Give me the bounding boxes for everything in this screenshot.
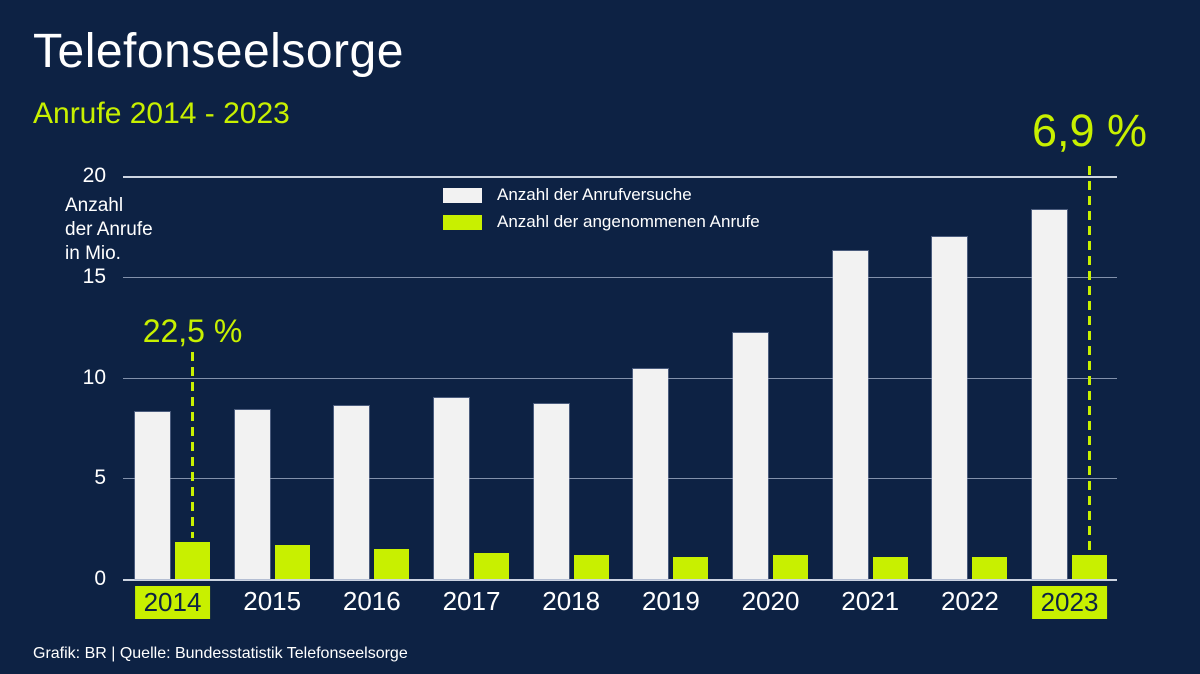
bar-angenommene-anrufe-2021 [872, 556, 908, 579]
y-axis-unit-line: Anzahl [65, 195, 124, 216]
x-tick-label-2020: 2020 [741, 586, 800, 616]
y-tick-label-5: 5 [94, 466, 106, 490]
legend-label-angenommene-anrufe: Anzahl der angenommenen Anrufe [497, 212, 760, 231]
x-tick-label-2018: 2018 [542, 586, 601, 616]
gridline-10 [123, 377, 1117, 379]
y-tick-label-0: 0 [94, 567, 106, 590]
y-axis-unit-line: in Mio. [65, 243, 121, 264]
bar-angenommene-anrufe-2017 [474, 552, 509, 579]
bar-anrufversuche-2018 [533, 403, 569, 579]
bar-anrufversuche-2015 [234, 409, 270, 579]
legend-label-anrufversuche: Anzahl der Anrufversuche [497, 185, 692, 204]
bar-angenommene-anrufe-2023 [1072, 554, 1107, 579]
dashed-connector-2014 [191, 352, 194, 538]
legend-swatch-anrufversuche [443, 187, 482, 203]
x-tick-label-2019: 2019 [641, 586, 700, 616]
page-title: Telefonseelsorge [33, 25, 404, 78]
legend-item-angenommene-anrufe: Anzahl der angenommenen Anrufe [443, 212, 760, 232]
legend-swatch-angenommene-anrufe [443, 214, 482, 230]
bar-anrufversuche-2022 [932, 236, 968, 579]
bar-anrufversuche-2016 [334, 405, 370, 579]
bar-angenommene-anrufe-2020 [773, 554, 808, 579]
footer-credit: Grafik: BR | Quelle: Bundesstatistik Tel… [33, 645, 408, 662]
gridline-20 [123, 176, 1117, 178]
x-tick-label-2015: 2015 [243, 586, 302, 616]
y-tick-label-20: 20 [82, 164, 106, 187]
bar-anrufversuche-2017 [434, 397, 469, 579]
x-tick-label-2016: 2016 [342, 586, 401, 616]
x-tick-label-2023: 2023 [1031, 586, 1108, 619]
dashed-connector-2023 [1088, 166, 1091, 551]
y-tick-label-10: 10 [82, 365, 106, 389]
bar-angenommene-anrufe-2016 [374, 548, 410, 579]
x-tick-label-2017: 2017 [442, 586, 501, 616]
x-tick-label-2022: 2022 [940, 586, 999, 616]
bar-angenommene-anrufe-2015 [274, 544, 310, 579]
legend-item-anrufversuche: Anzahl der Anrufversuche [443, 185, 760, 205]
bar-angenommene-anrufe-2014 [175, 541, 210, 579]
bar-angenommene-anrufe-2022 [972, 556, 1008, 579]
percent-annotation-2014: 22,5 % [142, 313, 243, 349]
x-tick-label-2021: 2021 [841, 586, 900, 616]
y-axis-unit-line: der Anrufe [65, 219, 153, 240]
gridline-5 [123, 478, 1117, 480]
page-subtitle: Anrufe 2014 - 2023 [33, 97, 290, 130]
y-axis-unit-label: Anzahl der Anrufe in Mio. [65, 194, 153, 266]
bar-anrufversuche-2021 [832, 250, 868, 579]
gridline-0 [123, 579, 1117, 581]
bar-angenommene-anrufe-2019 [673, 556, 709, 579]
y-tick-label-15: 15 [82, 264, 106, 288]
chart-legend: Anzahl der Anrufversuche Anzahl der ange… [443, 185, 760, 232]
bar-anrufversuche-2014 [135, 411, 170, 579]
percent-annotation-2023: 6,9 % [1031, 105, 1148, 156]
bar-anrufversuche-2019 [633, 369, 669, 579]
x-tick-label-2014: 2014 [134, 586, 211, 619]
gridline-15 [123, 276, 1117, 278]
bar-angenommene-anrufe-2018 [573, 554, 609, 579]
bar-anrufversuche-2020 [733, 333, 768, 579]
bar-anrufversuche-2023 [1032, 210, 1067, 579]
